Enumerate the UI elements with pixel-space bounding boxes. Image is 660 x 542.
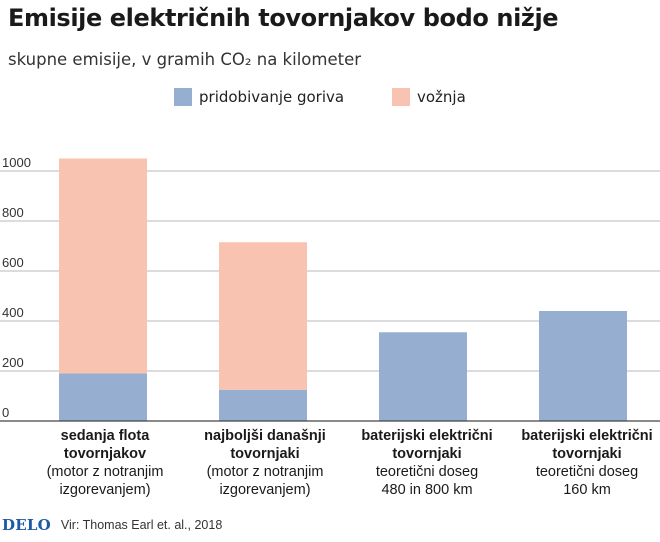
category-main-line-2: tovornjaki bbox=[552, 446, 622, 462]
bar-driving-0 bbox=[59, 158, 147, 374]
plot-area: 0 200 400 600 800 1000 bbox=[0, 116, 660, 426]
y-tick-label-1000: 1000 bbox=[2, 155, 31, 170]
bar-fuel-production-2 bbox=[379, 332, 467, 421]
legend-swatch-fuel-production bbox=[174, 88, 192, 106]
legend-item-driving: vožnja bbox=[392, 88, 466, 106]
legend-item-fuel-production: pridobivanje goriva bbox=[174, 88, 344, 106]
footer: DELO Vir: Thomas Earl et. al., 2018 bbox=[0, 514, 222, 536]
bar-fuel-production-1 bbox=[219, 389, 307, 421]
legend-label-fuel-production: pridobivanje goriva bbox=[199, 88, 345, 106]
bar-fuel-production-0 bbox=[59, 373, 147, 421]
chart-svg: 0 200 400 600 800 1000 bbox=[0, 155, 660, 422]
category-note-line-2: 480 in 800 km bbox=[381, 482, 473, 498]
category-label-bev-short-range: baterijski električni tovornjaki teoreti… bbox=[507, 427, 660, 499]
source-note: Vir: Thomas Earl et. al., 2018 bbox=[60, 518, 223, 532]
delo-logo: DELO bbox=[2, 516, 51, 534]
category-main-line-1: sedanja flota bbox=[60, 428, 150, 444]
y-tick-label-200: 200 bbox=[2, 355, 24, 370]
bar-driving-1 bbox=[219, 242, 307, 390]
category-main-line-2: tovornjaki bbox=[230, 446, 300, 462]
y-tick-label-400: 400 bbox=[2, 305, 24, 320]
bar-fuel-production-3 bbox=[539, 311, 627, 421]
category-label-current-fleet: sedanja flota tovornjakov (motor z notra… bbox=[25, 427, 185, 499]
chart-title: Emisije električnih tovornjakov bodo niž… bbox=[8, 4, 559, 32]
category-main-line-1: baterijski električni bbox=[361, 428, 493, 444]
legend-swatch-driving bbox=[392, 88, 410, 106]
category-main-line-2: tovornjaki bbox=[392, 446, 462, 462]
category-note-line-1: teoretični doseg bbox=[535, 464, 639, 480]
chart-subtitle: skupne emisije, v gramih CO₂ na kilomete… bbox=[8, 50, 362, 69]
category-note-line-1: (motor z notranjim bbox=[46, 464, 164, 480]
legend-label-driving: vožnja bbox=[417, 88, 466, 106]
category-label-best-current: najboljši današnji tovornjaki (motor z n… bbox=[185, 427, 345, 499]
category-labels: sedanja flota tovornjakov (motor z notra… bbox=[0, 427, 660, 509]
y-tick-label-800: 800 bbox=[2, 205, 24, 220]
category-note-line-2: izgorevanjem) bbox=[59, 482, 151, 498]
category-note-line-1: teoretični doseg bbox=[375, 464, 479, 480]
category-main-line-2: tovornjakov bbox=[63, 446, 147, 462]
category-note-line-2: izgorevanjem) bbox=[219, 482, 311, 498]
y-tick-label-600: 600 bbox=[2, 255, 24, 270]
category-main-line-1: najboljši današnji bbox=[204, 428, 326, 444]
category-main-line-1: baterijski električni bbox=[521, 428, 653, 444]
category-label-bev-long-range: baterijski električni tovornjaki teoreti… bbox=[347, 427, 507, 499]
y-tick-label-0: 0 bbox=[2, 405, 9, 420]
category-note-line-2: 160 km bbox=[563, 482, 611, 498]
legend: pridobivanje goriva vožnja bbox=[0, 84, 660, 114]
category-note-line-1: (motor z notranjim bbox=[206, 464, 324, 480]
